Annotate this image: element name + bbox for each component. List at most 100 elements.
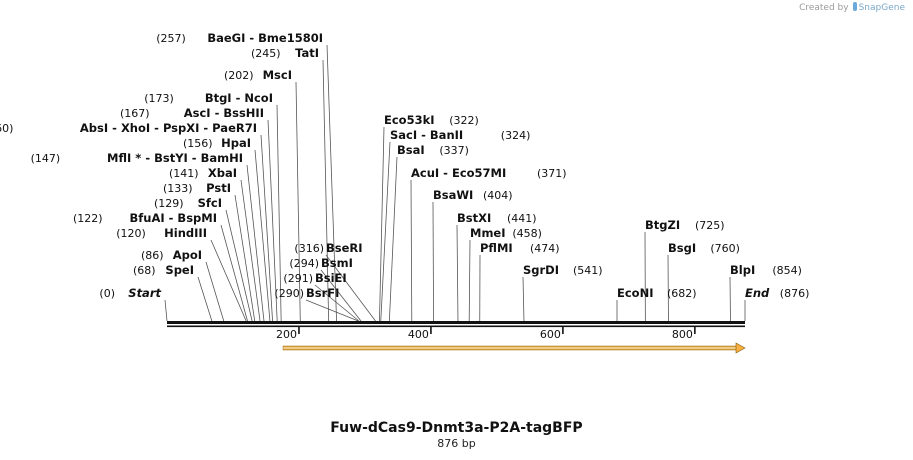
site-position: (120)	[116, 227, 146, 240]
site-name: SgrDI	[523, 263, 559, 277]
watermark-brand: SnapGene	[858, 3, 905, 13]
site-label[interactable]: MmeI (458)	[470, 226, 542, 240]
site-leader-line	[267, 119, 278, 322]
backbone-top-strand	[167, 321, 745, 324]
site-position: (294)	[289, 257, 319, 270]
site-position: (322)	[449, 114, 479, 127]
site-label[interactable]: SpeI (68)	[133, 263, 194, 277]
site-position: (441)	[507, 212, 537, 225]
site-leader-line	[320, 269, 362, 322]
site-name: BsaWI	[433, 188, 473, 202]
site-position: (725)	[695, 219, 725, 232]
site-label[interactable]: MflI * - BstYI - BamHI (147)	[31, 151, 243, 165]
site-label[interactable]: XbaI (141)	[169, 166, 237, 180]
site-label[interactable]: BfuAI - BspMI (122)	[73, 211, 217, 225]
site-leader-line	[379, 126, 385, 322]
site-label[interactable]: HindIII (120)	[116, 226, 207, 240]
site-name: BaeGI - Bme1580I	[207, 31, 323, 45]
site-label[interactable]: AbsI - XhoI - PspXI - PaeR7I (160)	[0, 121, 257, 135]
snapgene-logo-icon	[852, 2, 857, 11]
site-label[interactable]: SacI - BanII (324)	[390, 128, 530, 142]
site-position: (245)	[251, 47, 281, 60]
site-label[interactable]: Eco53kI (322)	[384, 113, 479, 127]
feature-arrow[interactable]	[282, 342, 746, 354]
site-name: BsgI	[668, 241, 696, 255]
site-position: (257)	[156, 32, 186, 45]
site-leader-line	[260, 134, 273, 322]
site-leader-line	[234, 194, 256, 322]
site-position: (324)	[501, 129, 531, 142]
site-name: TatI	[295, 46, 319, 60]
site-leader-line	[305, 299, 359, 322]
site-label[interactable]: BtgI - NcoI (173)	[144, 91, 273, 105]
site-label[interactable]: HpaI (156)	[183, 136, 251, 150]
site-leader-line	[240, 179, 261, 322]
site-position: (760)	[710, 242, 740, 255]
sequence-title: Fuw-dCas9-Dnmt3a-P2A-tagBFP	[330, 420, 583, 436]
site-name: End	[745, 286, 770, 300]
site-label[interactable]: AcuI - Eco57MI (371)	[411, 166, 567, 180]
site-leader-line	[388, 156, 398, 322]
site-label[interactable]: MscI (202)	[224, 68, 292, 82]
site-label[interactable]: Start (0)	[99, 286, 161, 300]
sequence-length: 876 bp	[437, 437, 476, 450]
site-leader-line	[225, 209, 253, 322]
site-label[interactable]: BsaI (337)	[397, 143, 469, 157]
snapgene-watermark: Created by SnapGene	[799, 2, 905, 13]
site-position: (371)	[537, 167, 567, 180]
feature-arrow-body	[282, 345, 738, 351]
site-position: (291)	[283, 272, 313, 285]
axis-tick-label: 200	[276, 328, 297, 341]
site-leader-line	[205, 261, 225, 322]
site-position: (876)	[780, 287, 810, 300]
site-position: (202)	[224, 69, 254, 82]
site-name: PflMI	[480, 241, 513, 255]
site-label[interactable]: PstI (133)	[163, 181, 231, 195]
site-label[interactable]: EcoNI (682)	[617, 286, 697, 300]
site-label[interactable]: (294) BsmI	[289, 256, 352, 270]
site-leader-line	[197, 276, 213, 322]
site-label[interactable]: BlpI (854)	[730, 263, 802, 277]
site-name: Eco53kI	[384, 113, 435, 127]
site-position: (474)	[530, 242, 560, 255]
site-position: (404)	[483, 189, 513, 202]
site-label[interactable]: BsaWI (404)	[433, 188, 513, 202]
site-label[interactable]: (316) BseRI	[294, 241, 362, 255]
site-position: (458)	[512, 227, 542, 240]
site-label[interactable]: (291) BsiEI	[283, 271, 346, 285]
site-label[interactable]: BaeGI - Bme1580I (257)	[156, 31, 323, 45]
site-label[interactable]: AscI - BssHII (167)	[120, 106, 264, 120]
axis-ticks: 200 400 600 800	[276, 327, 696, 341]
site-label[interactable]: BsgI (760)	[668, 241, 740, 255]
site-label[interactable]: End (876)	[745, 286, 809, 300]
site-label[interactable]: SfcI (129)	[154, 196, 222, 210]
site-name: BsiEI	[315, 271, 347, 285]
site-label[interactable]: BtgZI (725)	[645, 218, 725, 232]
site-leader-line	[326, 44, 337, 322]
site-leader-line	[276, 104, 282, 322]
site-name: AbsI - XhoI - PspXI - PaeR7I	[80, 121, 257, 135]
axis-tick-label: 800	[672, 328, 693, 341]
site-name: AcuI - Eco57MI	[411, 166, 506, 180]
site-name: BsmI	[321, 256, 353, 270]
site-name: XbaI	[208, 166, 237, 180]
site-label[interactable]: ApoI (86)	[141, 248, 202, 262]
site-position: (68)	[133, 264, 156, 277]
site-name: MflI * - BstYI - BamHI	[107, 151, 243, 165]
site-label[interactable]: PflMI (474)	[480, 241, 560, 255]
site-name: PstI	[206, 181, 231, 195]
site-position: (0)	[99, 287, 115, 300]
site-leader-line	[410, 179, 413, 322]
site-position: (141)	[169, 167, 199, 180]
axis-tick-label: 600	[540, 328, 561, 341]
site-label[interactable]: TatI (245)	[251, 46, 319, 60]
site-name: EcoNI	[617, 286, 653, 300]
site-label[interactable]: (290) BsrFI	[274, 286, 339, 300]
site-name: SpeI	[165, 263, 194, 277]
watermark-prefix: Created by	[799, 3, 849, 13]
site-labels: Start (0) SpeI (68) ApoI (86) HindIII (120) BfuA…	[0, 31, 809, 300]
site-position: (682)	[667, 287, 697, 300]
site-label[interactable]: SgrDI (541)	[523, 263, 603, 277]
site-label[interactable]: BstXI (441)	[457, 211, 537, 225]
